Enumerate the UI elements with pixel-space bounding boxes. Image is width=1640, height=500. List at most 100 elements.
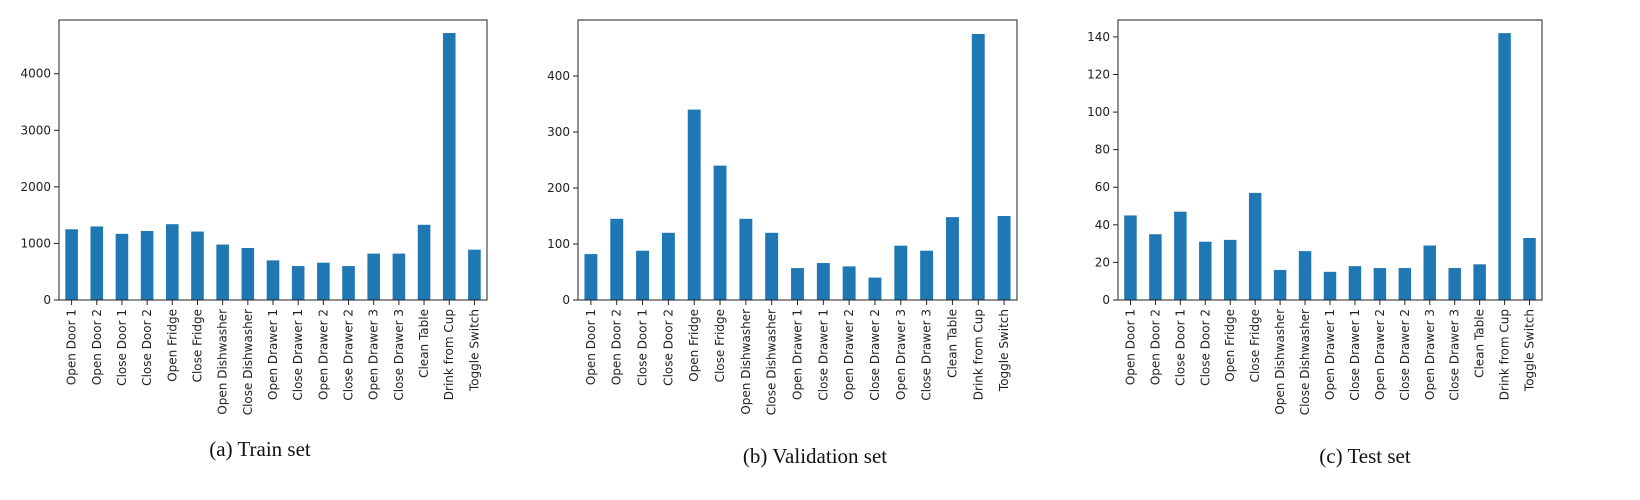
train-bar-close-door-1 bbox=[115, 233, 129, 300]
train-bar-drink-from-cup bbox=[442, 33, 456, 300]
validation-bar-close-door-1 bbox=[636, 250, 650, 300]
test-ytick-label: 80 bbox=[1095, 143, 1110, 157]
validation-bar-open-drawer-3 bbox=[894, 245, 908, 300]
train-xtick-label: Close Door 2 bbox=[140, 309, 154, 386]
test-xtick-label: Close Drawer 3 bbox=[1448, 309, 1462, 401]
test-ytick-label: 120 bbox=[1087, 67, 1110, 81]
test-bar-close-drawer-1 bbox=[1348, 266, 1362, 300]
validation-bar-drink-from-cup bbox=[971, 34, 985, 300]
train-xtick-label: Open Drawer 1 bbox=[266, 309, 280, 400]
train-xtick-label: Close Drawer 3 bbox=[392, 309, 406, 401]
test-xtick-label: Clean Table bbox=[1473, 309, 1487, 378]
train-ytick-label: 0 bbox=[43, 293, 51, 307]
train-xtick-label: Open Dishwasher bbox=[216, 309, 230, 415]
train-xtick-label: Close Fridge bbox=[190, 309, 204, 382]
validation-xtick-label: Close Fridge bbox=[713, 309, 727, 382]
train-xtick-label: Clean Table bbox=[417, 309, 431, 378]
test-xtick-label: Open Drawer 3 bbox=[1423, 309, 1437, 400]
train-xtick-label: Open Drawer 3 bbox=[367, 309, 381, 400]
train-bar-close-drawer-3 bbox=[392, 253, 406, 300]
test-xtick-label: Close Fridge bbox=[1248, 309, 1262, 382]
validation-bar-close-drawer-1 bbox=[816, 263, 830, 300]
train-bar-close-door-2 bbox=[140, 230, 154, 300]
validation-xtick-label: Close Drawer 3 bbox=[920, 309, 934, 401]
test-ytick-label: 60 bbox=[1095, 180, 1110, 194]
validation-bar-close-drawer-3 bbox=[920, 250, 934, 300]
test-ytick-label: 20 bbox=[1095, 255, 1110, 269]
train-ytick-label: 2000 bbox=[20, 180, 51, 194]
validation-xtick-label: Close Drawer 1 bbox=[816, 309, 830, 401]
validation-ytick-label: 400 bbox=[547, 69, 570, 83]
validation-xtick-label: Close Door 2 bbox=[661, 309, 675, 386]
validation-bar-open-dishwasher bbox=[739, 218, 753, 300]
test-ytick-label: 140 bbox=[1087, 30, 1110, 44]
train-xtick-label: Open Door 2 bbox=[90, 309, 104, 385]
validation-xtick-label: Open Door 1 bbox=[584, 309, 598, 385]
train-ytick-label: 3000 bbox=[20, 123, 51, 137]
test-ytick-label: 40 bbox=[1095, 218, 1110, 232]
test-xtick-label: Toggle Switch bbox=[1523, 309, 1537, 392]
validation-xtick-label: Drink from Cup bbox=[971, 309, 985, 400]
test-bar-open-fridge bbox=[1224, 239, 1237, 300]
validation-xtick-label: Close Door 1 bbox=[636, 309, 650, 386]
train-bar-close-drawer-2 bbox=[342, 266, 355, 300]
test-bar-open-door-1 bbox=[1124, 215, 1137, 300]
validation-bar-open-drawer-2 bbox=[842, 266, 856, 300]
validation-bar-open-door-1 bbox=[584, 254, 598, 300]
validation-xtick-label: Clean Table bbox=[945, 309, 959, 378]
validation-bar-close-door-2 bbox=[661, 232, 675, 300]
test-xtick-label: Close Drawer 2 bbox=[1398, 309, 1412, 401]
validation-set-caption: (b) Validation set bbox=[743, 444, 887, 468]
train-bar-open-drawer-3 bbox=[367, 253, 380, 300]
train-xtick-label: Close Door 1 bbox=[115, 309, 129, 386]
test-xtick-label: Close Door 2 bbox=[1198, 309, 1212, 386]
train-bar-open-dishwasher bbox=[216, 244, 229, 300]
test-bar-close-dishwasher bbox=[1298, 251, 1312, 300]
validation-ytick-label: 200 bbox=[547, 181, 570, 195]
test-bar-close-fridge bbox=[1248, 192, 1262, 300]
validation-set-panel: (b) Validation set 0 100 200 300 400 Open Doo… bbox=[547, 19, 1018, 468]
test-xtick-label: Open Door 2 bbox=[1148, 309, 1162, 385]
train-bar-open-fridge bbox=[166, 224, 179, 300]
validation-bar-clean-table bbox=[945, 217, 959, 300]
validation-bar-close-fridge bbox=[713, 165, 727, 300]
train-set-panel: (a) Train set 0 1000 2000 3000 4000 Open Door… bbox=[20, 19, 488, 461]
validation-bar-close-dishwasher bbox=[765, 232, 779, 300]
test-xtick-label: Open Dishwasher bbox=[1273, 309, 1287, 415]
test-xtick-label: Close Drawer 1 bbox=[1348, 309, 1362, 401]
train-bar-toggle-switch bbox=[468, 249, 481, 300]
train-bar-close-fridge bbox=[191, 231, 204, 300]
train-set-caption: (a) Train set bbox=[209, 437, 311, 461]
test-set-panel: (c) Test set 0 20 40 60 80 100 120 140 Open Door… bbox=[1087, 19, 1543, 468]
validation-bar-open-fridge bbox=[687, 109, 701, 300]
test-bar-open-drawer-2 bbox=[1373, 268, 1387, 300]
validation-xtick-label: Open Dishwasher bbox=[739, 309, 753, 415]
test-ytick-label: 100 bbox=[1087, 105, 1110, 119]
train-bar-open-door-2 bbox=[90, 226, 104, 300]
train-xtick-label: Open Fridge bbox=[165, 309, 179, 382]
validation-xtick-label: Close Drawer 2 bbox=[868, 309, 882, 401]
train-bar-clean-table bbox=[417, 224, 431, 300]
train-bar-close-dishwasher bbox=[241, 247, 255, 300]
train-bar-open-drawer-2 bbox=[317, 262, 330, 300]
train-xtick-label: Close Dishwasher bbox=[241, 309, 255, 415]
validation-xtick-label: Open Fridge bbox=[687, 309, 701, 382]
test-xtick-label: Open Fridge bbox=[1223, 309, 1237, 382]
validation-xtick-label: Open Drawer 1 bbox=[791, 309, 805, 400]
test-xtick-label: Open Door 1 bbox=[1123, 309, 1137, 385]
test-set-caption: (c) Test set bbox=[1319, 444, 1411, 468]
validation-xtick-label: Close Dishwasher bbox=[765, 309, 779, 415]
test-bar-close-door-2 bbox=[1199, 241, 1212, 300]
train-bar-open-door-1 bbox=[65, 229, 78, 300]
validation-bar-toggle-switch bbox=[997, 216, 1011, 300]
validation-xtick-label: Open Drawer 2 bbox=[842, 309, 856, 400]
train-xtick-label: Open Drawer 2 bbox=[316, 309, 330, 400]
test-bar-toggle-switch bbox=[1523, 237, 1536, 300]
train-xtick-label: Close Drawer 1 bbox=[291, 309, 305, 401]
validation-xtick-label: Open Door 2 bbox=[610, 309, 624, 385]
test-bar-open-door-2 bbox=[1149, 234, 1162, 300]
test-bar-open-drawer-3 bbox=[1423, 245, 1436, 300]
test-bar-clean-table bbox=[1473, 264, 1486, 300]
validation-bar-open-drawer-1 bbox=[791, 268, 804, 300]
